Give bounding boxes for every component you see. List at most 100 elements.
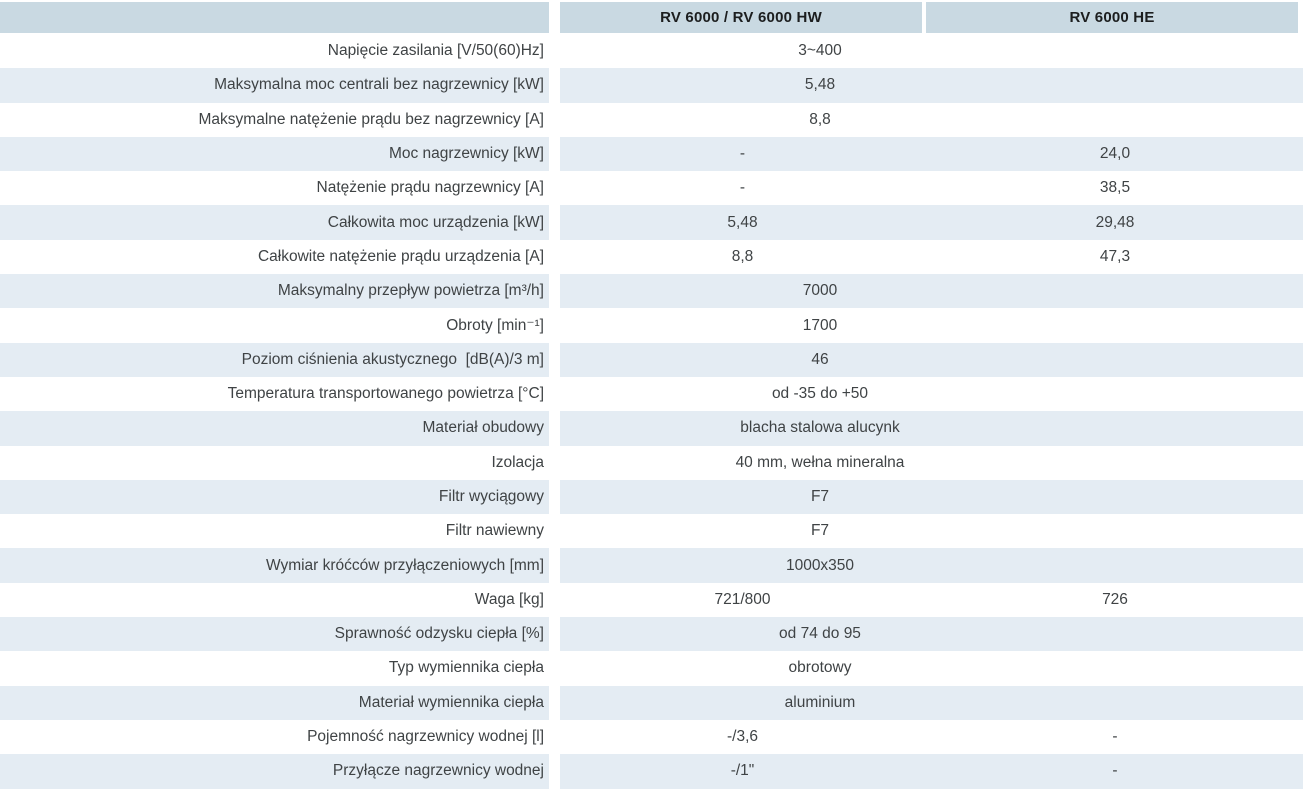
table-row: Napięcie zasilania [V/50(60)Hz] 3~400 [0, 34, 1303, 69]
row-value-merged: 7000 [802, 282, 838, 300]
column-divider [1298, 2, 1303, 33]
header-col-rv6000he: RV 6000 HE [926, 2, 1298, 33]
table-row: Natężenie prądu nagrzewnicy [A] - 38,5 [0, 171, 1303, 206]
row-label: Filtr wyciągowy [0, 479, 549, 515]
row-value-rv6000he: 38,5 [1099, 179, 1131, 197]
row-label: Napięcie zasilania [V/50(60)Hz] [0, 34, 549, 69]
table-row: Wymiar króćców przyłączeniowych [mm] 1000… [0, 548, 1303, 583]
table-row: Maksymalna moc centrali bez nagrzewnicy … [0, 68, 1303, 103]
table-row: Izolacja 40 mm, wełna mineralna [0, 445, 1303, 480]
row-label: Maksymalny przepływ powietrza [m³/h] [0, 274, 549, 309]
table-row: Temperatura transportowanego powietrza [… [0, 376, 1303, 412]
row-label: Materiał obudowy [0, 411, 549, 446]
column-divider [549, 34, 560, 69]
table-row: Sprawność odzysku ciepła [%] od 74 do 95 [0, 617, 1303, 652]
table-body: Napięcie zasilania [V/50(60)Hz] 3~400 Maks… [0, 34, 1303, 789]
column-divider [549, 514, 560, 549]
row-values: F7 [560, 479, 1303, 515]
table-row: Całkowite natężenie prądu urządzenia [A]… [0, 239, 1303, 275]
column-divider [549, 479, 560, 515]
column-divider [549, 102, 560, 137]
column-divider [549, 617, 560, 652]
row-label: Obroty [min⁻¹] [0, 308, 549, 343]
row-label: Maksymalna moc centrali bez nagrzewnicy … [0, 68, 549, 103]
column-divider [549, 651, 560, 686]
row-value-merged: 1700 [802, 316, 838, 334]
row-value-merged: 40 mm, wełna mineralna [735, 453, 905, 471]
row-label: Całkowita moc urządzenia [kW] [0, 205, 549, 240]
column-divider [922, 2, 926, 33]
row-value-merged: blacha stalowa alucynk [740, 419, 900, 437]
column-divider [549, 342, 560, 377]
row-values: od -35 do +50 [560, 376, 1303, 412]
table-row: Maksymalny przepływ powietrza [m³/h] 7000 [0, 274, 1303, 309]
row-value-merged: obrotowy [788, 659, 852, 677]
row-label: Natężenie prądu nagrzewnicy [A] [0, 171, 549, 206]
table-row: Waga [kg] 721/800 726 [0, 582, 1303, 618]
row-values: -/3,6 - [560, 719, 1303, 755]
column-divider [549, 274, 560, 309]
row-values: blacha stalowa alucynk [560, 411, 1303, 446]
column-divider [549, 582, 560, 618]
table-row: Moc nagrzewnicy [kW] - 24,0 [0, 136, 1303, 172]
row-values: F7 [560, 514, 1303, 549]
column-divider [549, 136, 560, 172]
column-divider [549, 171, 560, 206]
row-values: 8,8 47,3 [560, 239, 1303, 275]
row-values: 1000x350 [560, 548, 1303, 583]
row-value-rv6000-rv6000hw: 8,8 [731, 247, 754, 265]
row-value-merged: 5,48 [804, 76, 836, 94]
column-divider [549, 411, 560, 446]
row-label: Wymiar króćców przyłączeniowych [mm] [0, 548, 549, 583]
row-value-rv6000-rv6000hw: - [739, 179, 746, 197]
row-value-merged: 1000x350 [785, 556, 855, 574]
table-row: Poziom ciśnienia akustycznego [dB(A)/3 m… [0, 342, 1303, 377]
row-label: Sprawność odzysku ciepła [%] [0, 617, 549, 652]
row-value-merged: od -35 do +50 [771, 385, 869, 403]
table-row: Typ wymiennika ciepła obrotowy [0, 651, 1303, 686]
row-values: 5,48 29,48 [560, 205, 1303, 240]
row-value-merged: 46 [811, 350, 829, 368]
row-value-merged: F7 [810, 488, 830, 505]
column-divider [549, 548, 560, 583]
row-values: - 38,5 [560, 171, 1303, 206]
table-row: Całkowita moc urządzenia [kW] 5,48 29,48 [0, 205, 1303, 240]
row-value-rv6000he: 726 [1102, 590, 1128, 608]
row-label: Materiał wymiennika ciepła [0, 685, 549, 720]
column-divider [549, 2, 560, 33]
row-values: 40 mm, wełna mineralna [560, 445, 1303, 480]
row-values: aluminium [560, 685, 1303, 720]
row-value-rv6000-rv6000hw: 721/800 [714, 590, 771, 608]
row-value-merged: 8,8 [809, 110, 831, 128]
row-values: 5,48 [560, 68, 1303, 103]
column-divider [549, 376, 560, 412]
row-value-rv6000he: 29,48 [1095, 213, 1135, 231]
row-value-merged: od 74 do 95 [779, 625, 861, 643]
row-label: Temperatura transportowanego powietrza [… [0, 376, 549, 412]
row-value-rv6000-rv6000hw: -/3,6 [726, 728, 758, 746]
column-divider [549, 205, 560, 240]
table-row: Filtr wyciągowy F7 [0, 479, 1303, 515]
table-row: Przyłącze nagrzewnicy wodnej -/1" - [0, 754, 1303, 789]
row-label: Filtr nawiewny [0, 514, 549, 549]
table-row: Pojemność nagrzewnicy wodnej [l] -/3,6 - [0, 719, 1303, 755]
row-values: 8,8 [560, 102, 1303, 137]
column-divider [549, 68, 560, 103]
row-value-merged: F7 [810, 522, 830, 540]
row-values: -/1" - [560, 754, 1303, 789]
row-label: Całkowite natężenie prądu urządzenia [A] [0, 239, 549, 275]
table-row: Maksymalne natężenie prądu bez nagrzewni… [0, 102, 1303, 137]
row-label: Pojemność nagrzewnicy wodnej [l] [0, 719, 549, 755]
table-row: Materiał obudowy blacha stalowa alucynk [0, 411, 1303, 446]
column-divider [549, 685, 560, 720]
row-values: 721/800 726 [560, 582, 1303, 618]
row-label: Poziom ciśnienia akustycznego [dB(A)/3 m… [0, 342, 549, 377]
row-value-rv6000-rv6000hw: - [739, 145, 746, 163]
row-value-rv6000he: 24,0 [1099, 145, 1131, 163]
row-label: Typ wymiennika ciepła [0, 651, 549, 686]
row-values: - 24,0 [560, 136, 1303, 172]
row-values: od 74 do 95 [560, 617, 1303, 652]
column-divider [549, 239, 560, 275]
row-values: obrotowy [560, 651, 1303, 686]
